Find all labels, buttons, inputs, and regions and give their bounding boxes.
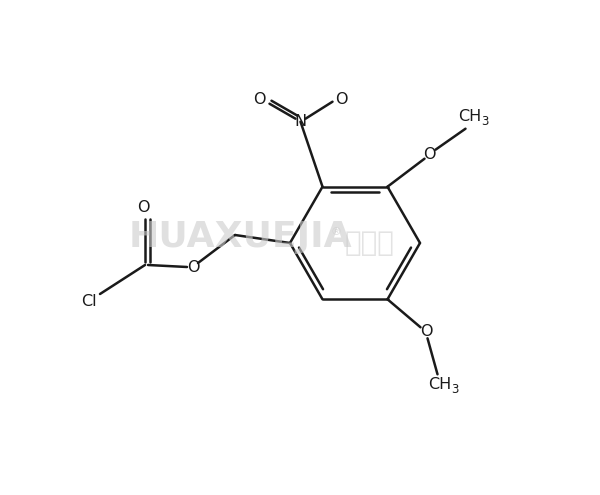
- Text: O: O: [137, 199, 149, 214]
- Text: 3: 3: [481, 115, 488, 128]
- Text: O: O: [423, 147, 436, 162]
- Text: HUAXUEJIA: HUAXUEJIA: [128, 220, 352, 254]
- Text: O: O: [187, 259, 199, 275]
- Text: CH: CH: [458, 109, 481, 124]
- Text: 化学加: 化学加: [345, 229, 395, 257]
- Text: O: O: [335, 92, 348, 107]
- Text: Cl: Cl: [81, 295, 97, 309]
- Text: O: O: [420, 324, 433, 339]
- Text: CH: CH: [428, 377, 451, 392]
- Text: 3: 3: [451, 383, 458, 396]
- Text: ®: ®: [331, 227, 341, 237]
- Text: O: O: [253, 92, 266, 107]
- Text: N: N: [295, 114, 307, 129]
